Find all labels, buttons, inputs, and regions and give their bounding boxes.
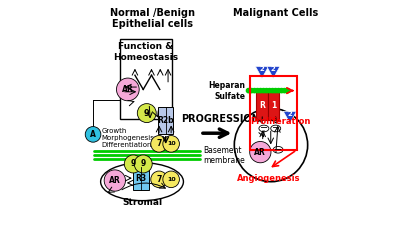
Circle shape [267,89,272,93]
Circle shape [270,89,275,93]
Text: R3: R3 [135,174,146,183]
Circle shape [276,89,281,93]
Text: Growth
Morphogenesis
Differentiation: Growth Morphogenesis Differentiation [102,128,155,148]
Text: Stromal: Stromal [122,198,162,207]
Text: R: R [259,101,265,110]
Text: 7: 7 [156,139,162,148]
Circle shape [261,89,266,93]
Text: 10: 10 [167,141,176,146]
Text: −: − [260,124,268,134]
Text: 9: 9 [131,159,136,169]
Circle shape [134,155,152,173]
Circle shape [250,141,271,163]
Polygon shape [267,66,280,78]
Text: −: − [272,124,280,134]
Polygon shape [283,111,296,123]
Circle shape [282,89,287,93]
Text: 1: 1 [271,101,276,110]
Circle shape [246,89,251,93]
Circle shape [116,78,139,101]
Bar [256,92,268,120]
Circle shape [85,127,101,142]
Text: Basement
membrane: Basement membrane [204,146,245,165]
Text: Angiogenesis: Angiogenesis [237,174,300,183]
Circle shape [163,136,180,152]
Circle shape [258,89,263,93]
Text: AR: AR [122,85,134,94]
Bar [120,39,172,119]
Text: Malignant Cells: Malignant Cells [233,8,318,18]
Text: PROGRESSION: PROGRESSION [181,114,260,124]
Circle shape [274,89,278,93]
Circle shape [255,89,260,93]
Bar [250,76,297,150]
Bar [158,107,173,134]
Ellipse shape [271,125,281,132]
Text: 9: 9 [140,159,146,169]
Ellipse shape [273,146,283,153]
Text: 7: 7 [156,175,162,184]
Text: AR: AR [109,176,121,185]
Circle shape [163,171,180,188]
Circle shape [252,89,257,93]
Bar [133,167,148,190]
Ellipse shape [259,125,269,132]
Text: 2: 2 [288,111,292,117]
Circle shape [264,89,269,93]
Text: R2b: R2b [157,116,174,125]
Circle shape [104,170,126,191]
Text: 2: 2 [260,66,264,72]
Circle shape [151,171,167,188]
Text: A: A [90,130,96,139]
Text: 9: 9 [144,109,150,118]
Text: Function &
Homeostasis: Function & Homeostasis [113,42,178,61]
Circle shape [234,108,308,182]
Circle shape [151,136,167,152]
Text: 10: 10 [167,177,176,182]
Circle shape [124,155,142,173]
Circle shape [280,89,284,93]
Text: Normal /Benign
Epithelial cells: Normal /Benign Epithelial cells [110,8,195,29]
Circle shape [286,89,290,93]
Text: −: − [274,145,282,155]
Text: Heparan
Sulfate: Heparan Sulfate [209,81,246,101]
Polygon shape [255,66,269,78]
Text: Proliferation: Proliferation [250,117,310,126]
Text: AR: AR [254,148,266,157]
Bar [268,92,279,120]
Circle shape [249,89,254,93]
Text: 2: 2 [271,66,276,72]
Circle shape [137,104,156,123]
